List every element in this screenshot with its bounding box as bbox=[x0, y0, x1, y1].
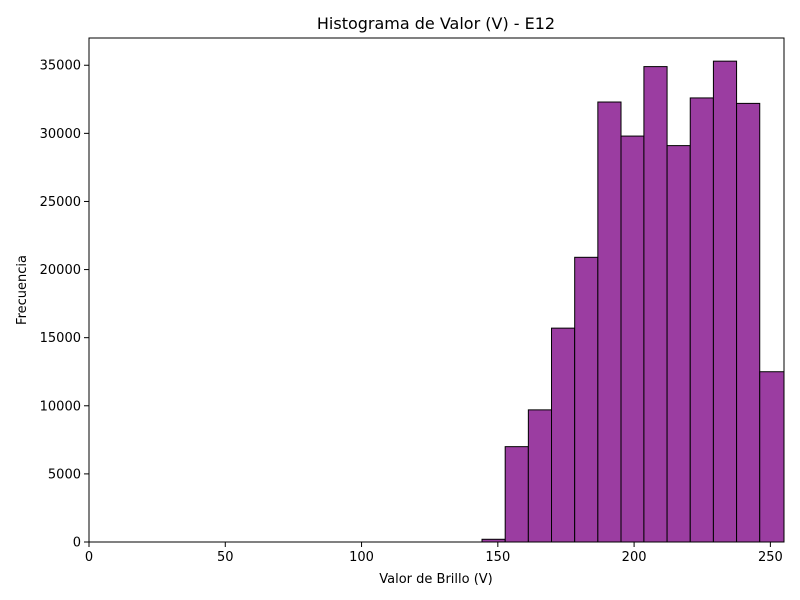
x-axis-ticks: 0 50 100 150 200 250 bbox=[85, 542, 783, 565]
y-axis-label: Frecuencia bbox=[15, 255, 30, 325]
histogram-bar-10 bbox=[712, 60, 738, 543]
x-axis-label: Valor de Brillo (V) bbox=[379, 572, 493, 587]
y-tick-label-7: 35000 bbox=[40, 59, 81, 74]
x-tick-label-4: 200 bbox=[622, 550, 647, 565]
histogram-bar-12 bbox=[759, 371, 785, 543]
y-tick-label-3: 15000 bbox=[40, 331, 81, 346]
y-tick-label-4: 20000 bbox=[40, 263, 81, 278]
y-tick-label-1: 5000 bbox=[48, 467, 81, 482]
x-tick-label-3: 150 bbox=[485, 550, 510, 565]
x-tick-label-2: 100 bbox=[349, 550, 374, 565]
plot-area-frame bbox=[88, 37, 785, 543]
bars-group bbox=[481, 60, 785, 543]
histogram-bar-9 bbox=[689, 97, 714, 543]
x-tick-label-0: 0 bbox=[85, 550, 93, 565]
histogram-bar-3 bbox=[551, 327, 576, 543]
histogram-bar-11 bbox=[736, 102, 761, 543]
histogram-bar-6 bbox=[620, 135, 645, 543]
histogram-bar-4 bbox=[574, 256, 599, 543]
histogram-bar-1 bbox=[504, 446, 529, 543]
histogram-bar-7 bbox=[643, 66, 668, 543]
x-tick-label-5: 250 bbox=[758, 550, 783, 565]
chart-title: Histograma de Valor (V) - E12 bbox=[317, 14, 555, 33]
y-tick-label-6: 30000 bbox=[40, 127, 81, 142]
y-tick-label-0: 0 bbox=[73, 536, 81, 551]
x-tick-label-1: 50 bbox=[217, 550, 234, 565]
y-axis-ticks: 0 5000 10000 15000 20000 25000 30000 35000 bbox=[40, 59, 89, 551]
y-tick-label-2: 10000 bbox=[40, 399, 81, 414]
histogram-bar-8 bbox=[666, 145, 691, 543]
histogram-bar-2 bbox=[527, 409, 553, 543]
y-tick-label-5: 25000 bbox=[40, 195, 81, 210]
histogram-bar-5 bbox=[597, 101, 622, 543]
